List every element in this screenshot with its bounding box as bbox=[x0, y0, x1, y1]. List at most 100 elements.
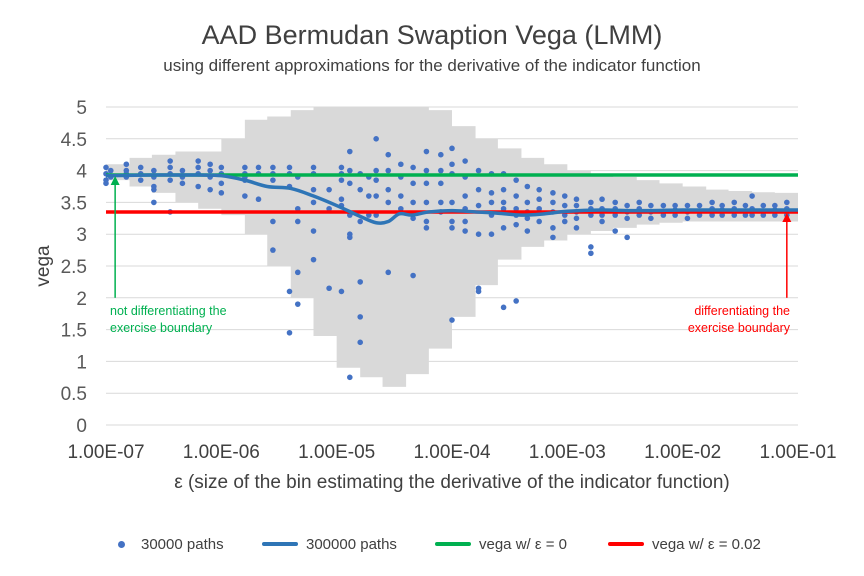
data-point bbox=[438, 151, 444, 158]
data-point bbox=[398, 161, 404, 168]
data-point bbox=[410, 215, 416, 222]
data-point bbox=[624, 202, 630, 209]
data-point bbox=[573, 196, 580, 203]
data-point bbox=[660, 202, 667, 209]
y-axis-title: vega bbox=[33, 245, 54, 287]
y-tick-label: 1.5 bbox=[61, 321, 87, 342]
data-point bbox=[536, 196, 542, 203]
data-point bbox=[475, 202, 482, 209]
data-point bbox=[338, 177, 345, 183]
data-point bbox=[423, 225, 430, 231]
data-point bbox=[151, 199, 157, 206]
data-point bbox=[449, 218, 455, 225]
data-point bbox=[286, 164, 293, 171]
data-point bbox=[338, 288, 345, 295]
data-point bbox=[398, 205, 404, 212]
data-point bbox=[398, 193, 404, 199]
data-point bbox=[310, 186, 317, 193]
data-point bbox=[749, 212, 755, 218]
data-point bbox=[294, 218, 301, 225]
data-point bbox=[286, 288, 293, 295]
data-point bbox=[599, 196, 605, 203]
data-point bbox=[599, 212, 605, 218]
data-point bbox=[760, 212, 767, 218]
data-point bbox=[385, 167, 392, 174]
data-point bbox=[410, 272, 416, 279]
data-point bbox=[357, 279, 364, 285]
data-point bbox=[373, 167, 379, 174]
data-point bbox=[599, 218, 605, 225]
data-point bbox=[385, 151, 392, 158]
data-point bbox=[347, 180, 353, 187]
data-point bbox=[536, 218, 542, 225]
data-point bbox=[524, 215, 531, 222]
data-point bbox=[696, 212, 703, 218]
data-point bbox=[561, 193, 568, 199]
legend-marker-line bbox=[435, 542, 471, 546]
data-point bbox=[347, 234, 353, 241]
data-point bbox=[636, 199, 643, 206]
annotation-text: differentiating the bbox=[694, 304, 790, 318]
data-point bbox=[573, 202, 580, 209]
data-point bbox=[731, 212, 738, 218]
data-point bbox=[207, 167, 213, 174]
data-point bbox=[366, 212, 372, 218]
x-tick-label: 1.00E-05 bbox=[298, 442, 375, 463]
data-point bbox=[684, 202, 691, 209]
data-point bbox=[573, 215, 580, 222]
legend-label: vega w/ ε = 0 bbox=[479, 535, 567, 553]
data-point bbox=[373, 177, 379, 183]
y-tick-label: 1 bbox=[76, 352, 87, 373]
data-point bbox=[310, 256, 317, 263]
data-point bbox=[167, 164, 173, 171]
data-point bbox=[347, 374, 353, 381]
data-point bbox=[151, 167, 157, 174]
data-point bbox=[513, 193, 519, 199]
data-point bbox=[488, 190, 495, 196]
data-point bbox=[218, 164, 225, 171]
data-point bbox=[672, 202, 678, 209]
y-tick-label: 3 bbox=[76, 225, 87, 246]
data-point bbox=[326, 205, 332, 212]
data-point bbox=[373, 193, 379, 199]
data-point bbox=[167, 177, 173, 183]
data-point bbox=[385, 199, 392, 206]
y-tick-label: 2 bbox=[76, 289, 87, 310]
data-point bbox=[588, 212, 594, 218]
data-point bbox=[137, 177, 144, 183]
data-point bbox=[588, 199, 594, 206]
chart-title: AAD Bermudan Swaption Vega (LMM) bbox=[201, 20, 663, 50]
data-point bbox=[137, 164, 144, 171]
y-tick-label: 0.5 bbox=[61, 384, 87, 405]
data-point bbox=[385, 186, 392, 193]
data-point bbox=[660, 212, 667, 218]
legend-label: 300000 paths bbox=[306, 535, 397, 553]
data-point bbox=[475, 288, 482, 295]
data-point bbox=[684, 215, 691, 222]
data-point bbox=[709, 212, 715, 218]
data-point bbox=[423, 148, 430, 155]
data-point bbox=[151, 183, 157, 190]
data-point bbox=[373, 136, 379, 142]
data-point bbox=[612, 199, 618, 206]
data-point bbox=[488, 199, 495, 206]
x-tick-label: 1.00E-01 bbox=[759, 442, 836, 463]
data-point bbox=[347, 167, 353, 174]
data-point bbox=[550, 225, 556, 231]
data-point bbox=[624, 234, 630, 241]
data-point bbox=[294, 301, 301, 307]
data-point bbox=[207, 186, 213, 193]
y-tick-label: 2.5 bbox=[61, 257, 87, 278]
annotation-text: exercise boundary bbox=[688, 321, 791, 335]
data-point bbox=[550, 234, 556, 241]
data-point bbox=[719, 212, 725, 218]
x-axis-title: ε (size of the bin estimating the deriva… bbox=[174, 472, 730, 493]
data-point bbox=[218, 180, 225, 187]
data-point bbox=[449, 161, 455, 168]
data-point bbox=[338, 164, 345, 171]
data-point bbox=[772, 202, 778, 209]
data-point bbox=[561, 202, 568, 209]
legend-item-vega-eps-002: vega w/ ε = 0.02 bbox=[608, 530, 761, 558]
data-point bbox=[449, 225, 455, 231]
